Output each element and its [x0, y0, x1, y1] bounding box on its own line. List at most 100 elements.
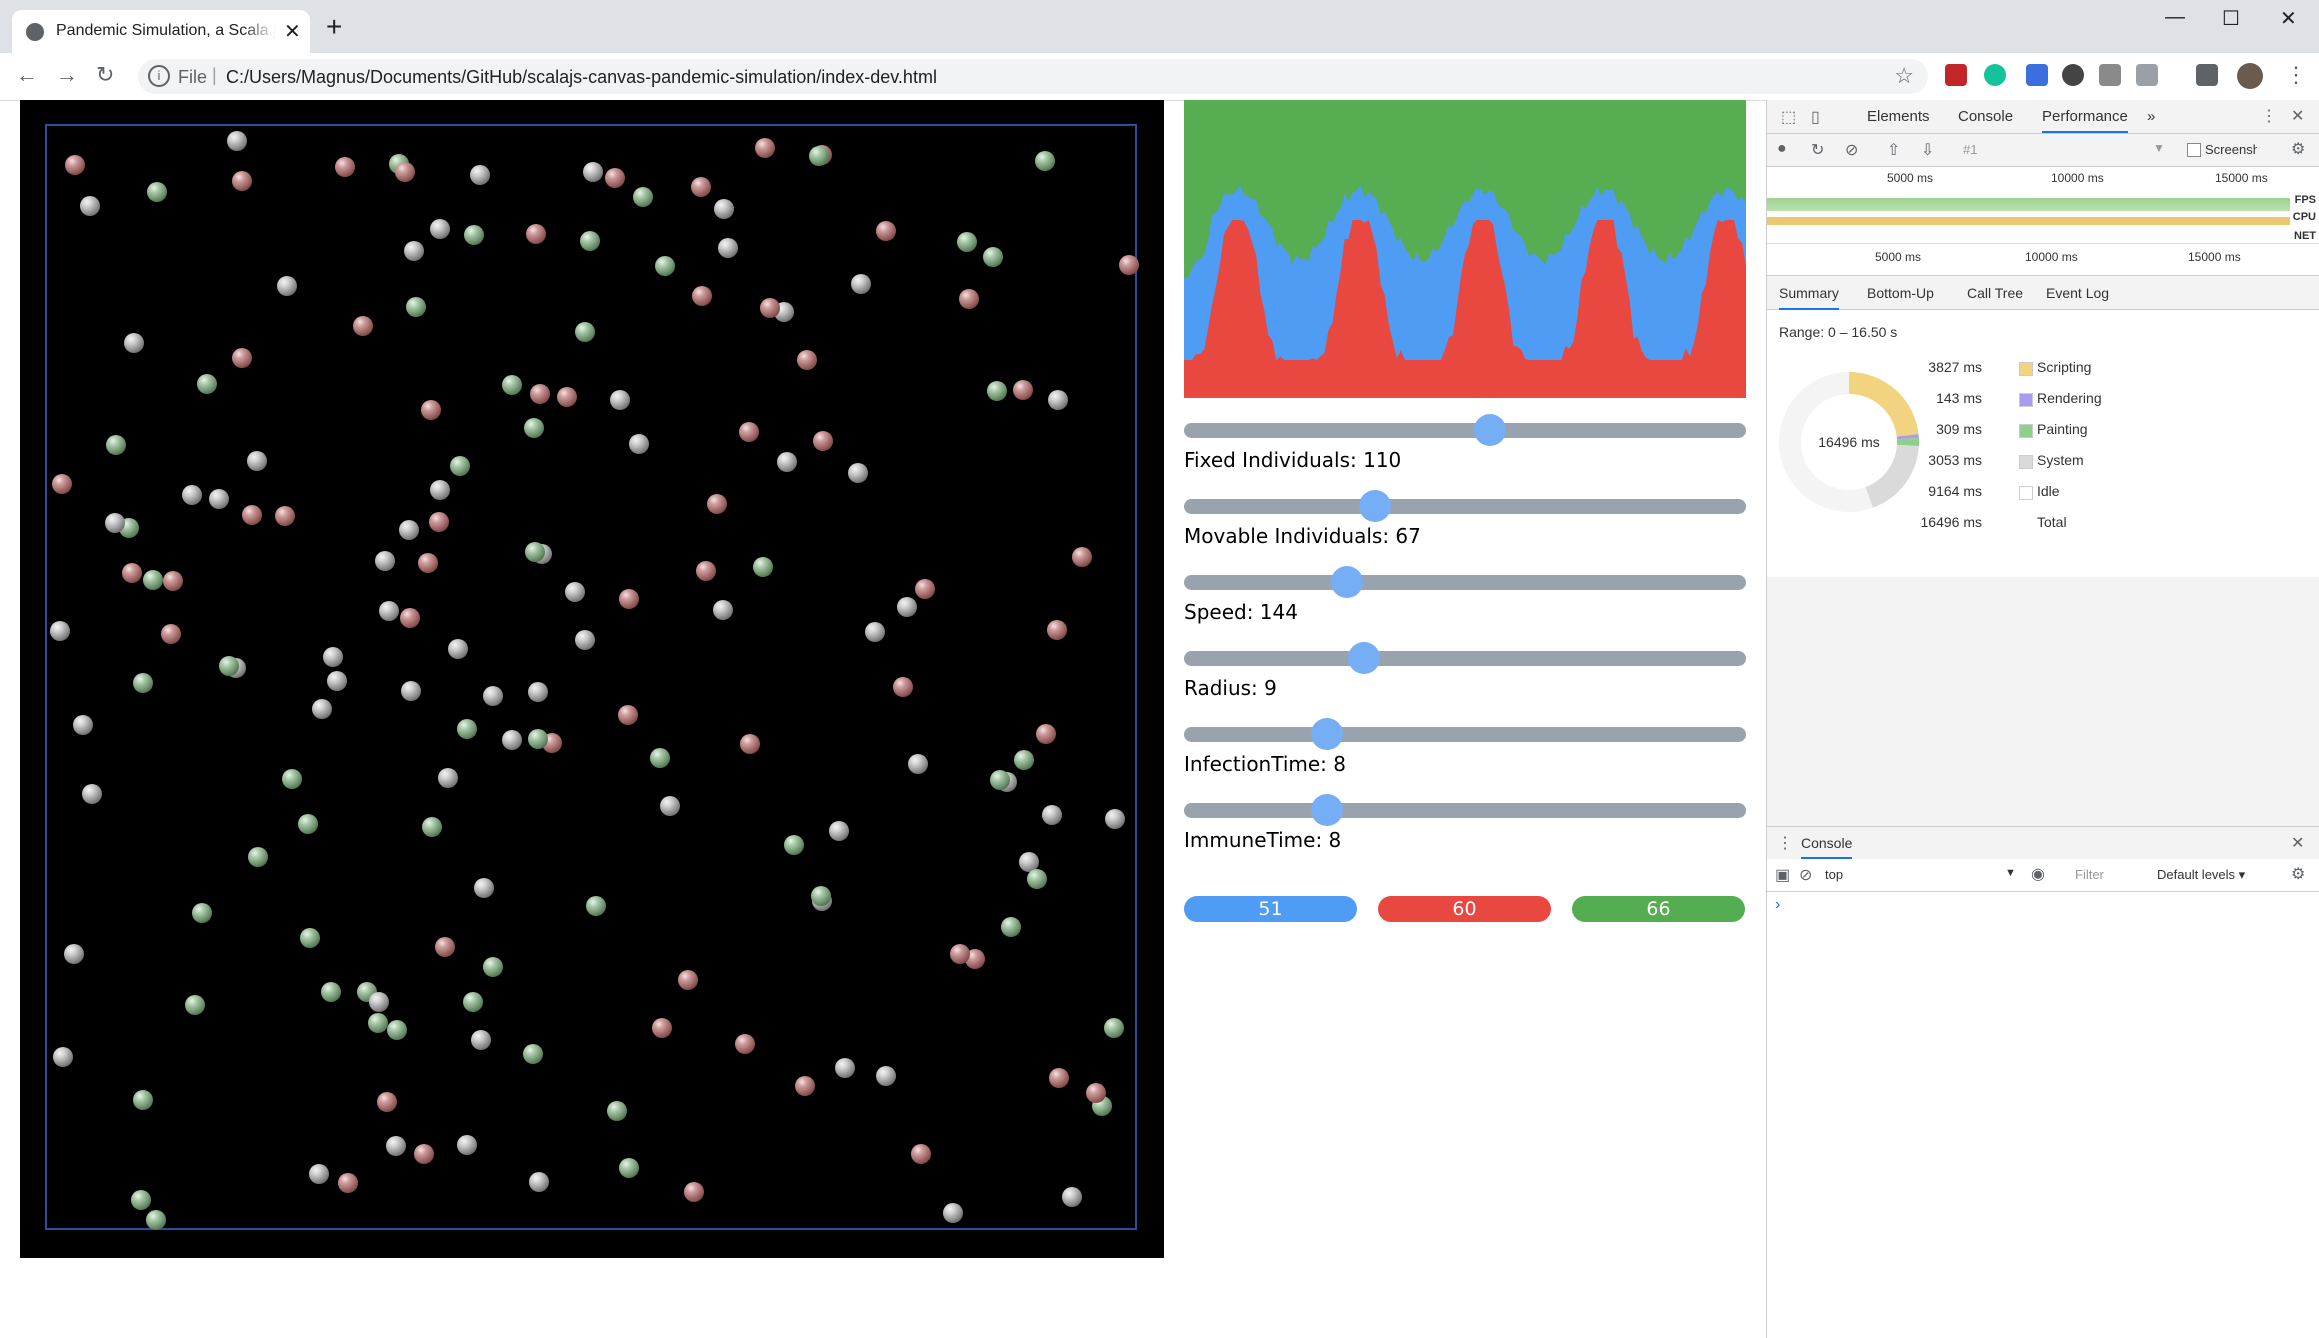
load-profile-icon[interactable]: ⇧	[1887, 142, 1901, 159]
drawer-close-icon[interactable]: ✕	[2291, 835, 2305, 852]
slider-track[interactable]	[1184, 423, 1746, 438]
close-window-button[interactable]: ✕	[2280, 8, 2297, 30]
slider-track[interactable]	[1184, 651, 1746, 666]
control-label: Radius: 9	[1184, 676, 1277, 700]
individual	[65, 155, 86, 176]
devtools-menu-icon[interactable]: ⋮	[2261, 108, 2277, 125]
capture-settings-gear-icon[interactable]: ⚙	[2291, 141, 2306, 158]
slider-track[interactable]	[1184, 499, 1746, 514]
drawer-menu-icon[interactable]: ⋮	[1777, 835, 1793, 852]
maximize-button[interactable]: ☐	[2222, 8, 2240, 30]
tab-elements[interactable]: Elements	[1867, 108, 1930, 125]
console-sidebar-icon[interactable]: ▣	[1775, 867, 1791, 884]
tab-summary[interactable]: Summary	[1779, 285, 1839, 310]
url-text[interactable]: C:/Users/Magnus/Documents/GitHub/scalajs…	[226, 67, 937, 87]
ublock-extension-icon[interactable]	[1945, 64, 1967, 86]
info-icon[interactable]: i	[148, 65, 170, 87]
extension-circle-icon[interactable]	[2062, 64, 2084, 86]
extension-triangle-icon[interactable]	[2136, 64, 2158, 86]
slider-track[interactable]	[1184, 803, 1746, 818]
control-slider[interactable]	[1184, 566, 1746, 598]
slider-thumb[interactable]	[1311, 794, 1344, 826]
individual	[456, 718, 477, 739]
media-controls-icon[interactable]	[2196, 64, 2218, 86]
color-picker-extension-icon[interactable]	[2026, 64, 2048, 86]
individual	[684, 1181, 705, 1202]
summary-swatch	[2019, 393, 2033, 407]
control-slider[interactable]	[1184, 414, 1746, 446]
console-drawer-tab[interactable]: Console	[1801, 835, 1853, 859]
reload-icon[interactable]: ↻	[96, 62, 115, 87]
devtools-panel: ⬚ ▯ Elements Console Performance » ⋮ ✕ ●…	[1766, 100, 2319, 1338]
control-slider[interactable]	[1184, 642, 1746, 674]
grammarly-extension-icon[interactable]	[1984, 64, 2006, 86]
pdf-extension-icon[interactable]	[2099, 64, 2121, 86]
slider-thumb[interactable]	[1330, 566, 1363, 598]
context-arrow-icon[interactable]: ▼	[2005, 867, 2016, 879]
individual	[242, 505, 263, 526]
clear-icon[interactable]: ⊘	[1845, 142, 1859, 159]
tab-console[interactable]: Console	[1958, 108, 2014, 125]
avatar[interactable]	[2237, 63, 2263, 89]
minimize-button[interactable]: —	[2165, 6, 2185, 28]
tab-bottom-up[interactable]: Bottom-Up	[1867, 285, 1934, 301]
individual	[297, 814, 318, 835]
individual	[604, 168, 625, 189]
back-arrow-icon[interactable]: ←	[16, 62, 38, 87]
control-slider[interactable]	[1184, 718, 1746, 750]
more-tabs-icon[interactable]: »	[2147, 108, 2156, 125]
individual	[231, 170, 252, 191]
individual	[104, 513, 125, 534]
tab-event-log[interactable]: Event Log	[2046, 285, 2110, 301]
individual	[959, 288, 979, 309]
filter-input[interactable]: Filter	[2075, 867, 2104, 882]
individual	[368, 1012, 389, 1033]
timeline-overview[interactable]: 5000 ms 10000 ms 15000 ms FPS CPU NET 50…	[1767, 167, 2319, 276]
bookmark-star-icon[interactable]: ☆	[1894, 63, 1914, 88]
address-bar[interactable]: i File | C:/Users/Magnus/Documents/GitHu…	[138, 59, 1928, 94]
slider-thumb[interactable]	[1474, 414, 1507, 446]
slider-thumb[interactable]	[1347, 642, 1380, 674]
individual	[311, 698, 332, 719]
profile-select[interactable]: #1	[1963, 142, 1978, 157]
save-profile-icon[interactable]: ⇩	[1921, 142, 1935, 159]
individual	[483, 957, 504, 978]
new-tab-button[interactable]: +	[326, 11, 343, 42]
summary-value: 3053 ms	[1928, 452, 1982, 468]
count-immune: 66	[1572, 896, 1745, 922]
individual	[375, 551, 395, 572]
record-icon[interactable]: ●	[1777, 140, 1787, 157]
close-tab-icon[interactable]: ✕	[284, 21, 301, 43]
devtools-close-icon[interactable]: ✕	[2291, 108, 2305, 125]
reload-profile-icon[interactable]: ↻	[1811, 142, 1825, 159]
slider-track[interactable]	[1184, 727, 1746, 742]
console-prompt[interactable]: ›	[1775, 896, 1781, 913]
summary-name: Scripting	[2037, 359, 2092, 375]
overview-tick: 5000 ms	[1887, 171, 1934, 185]
eye-icon[interactable]: ◉	[2031, 866, 2045, 883]
log-levels-select[interactable]: Default levels ▾	[2157, 867, 2246, 882]
context-select[interactable]: top	[1825, 867, 1844, 882]
inspect-element-icon[interactable]: ⬚	[1781, 109, 1797, 126]
tab-call-tree[interactable]: Call Tree	[1967, 285, 2024, 301]
screenshots-checkbox[interactable]	[2187, 143, 2201, 157]
individual	[502, 375, 523, 396]
console-settings-gear-icon[interactable]: ⚙	[2291, 866, 2306, 883]
control-slider[interactable]	[1184, 490, 1746, 522]
individual	[753, 556, 774, 577]
browser-tab[interactable]: Pandemic Simulation, a Scala.js canvas d…	[12, 10, 310, 53]
profile-select-arrow-icon[interactable]: ▼	[2153, 141, 2165, 155]
slider-track[interactable]	[1184, 575, 1746, 590]
device-toolbar-icon[interactable]: ▯	[1811, 109, 1820, 126]
individual	[794, 1075, 815, 1096]
individual	[470, 1030, 491, 1051]
slider-thumb[interactable]	[1359, 490, 1392, 522]
tab-performance[interactable]: Performance	[2042, 108, 2128, 133]
individual	[575, 322, 596, 343]
control-slider[interactable]	[1184, 794, 1746, 826]
menu-kebab-icon[interactable]: ⋮	[2285, 62, 2307, 87]
slider-thumb[interactable]	[1311, 718, 1344, 750]
forward-arrow-icon[interactable]: →	[56, 62, 78, 87]
individual	[835, 1057, 856, 1078]
console-clear-icon[interactable]: ⊘	[1799, 867, 1813, 884]
